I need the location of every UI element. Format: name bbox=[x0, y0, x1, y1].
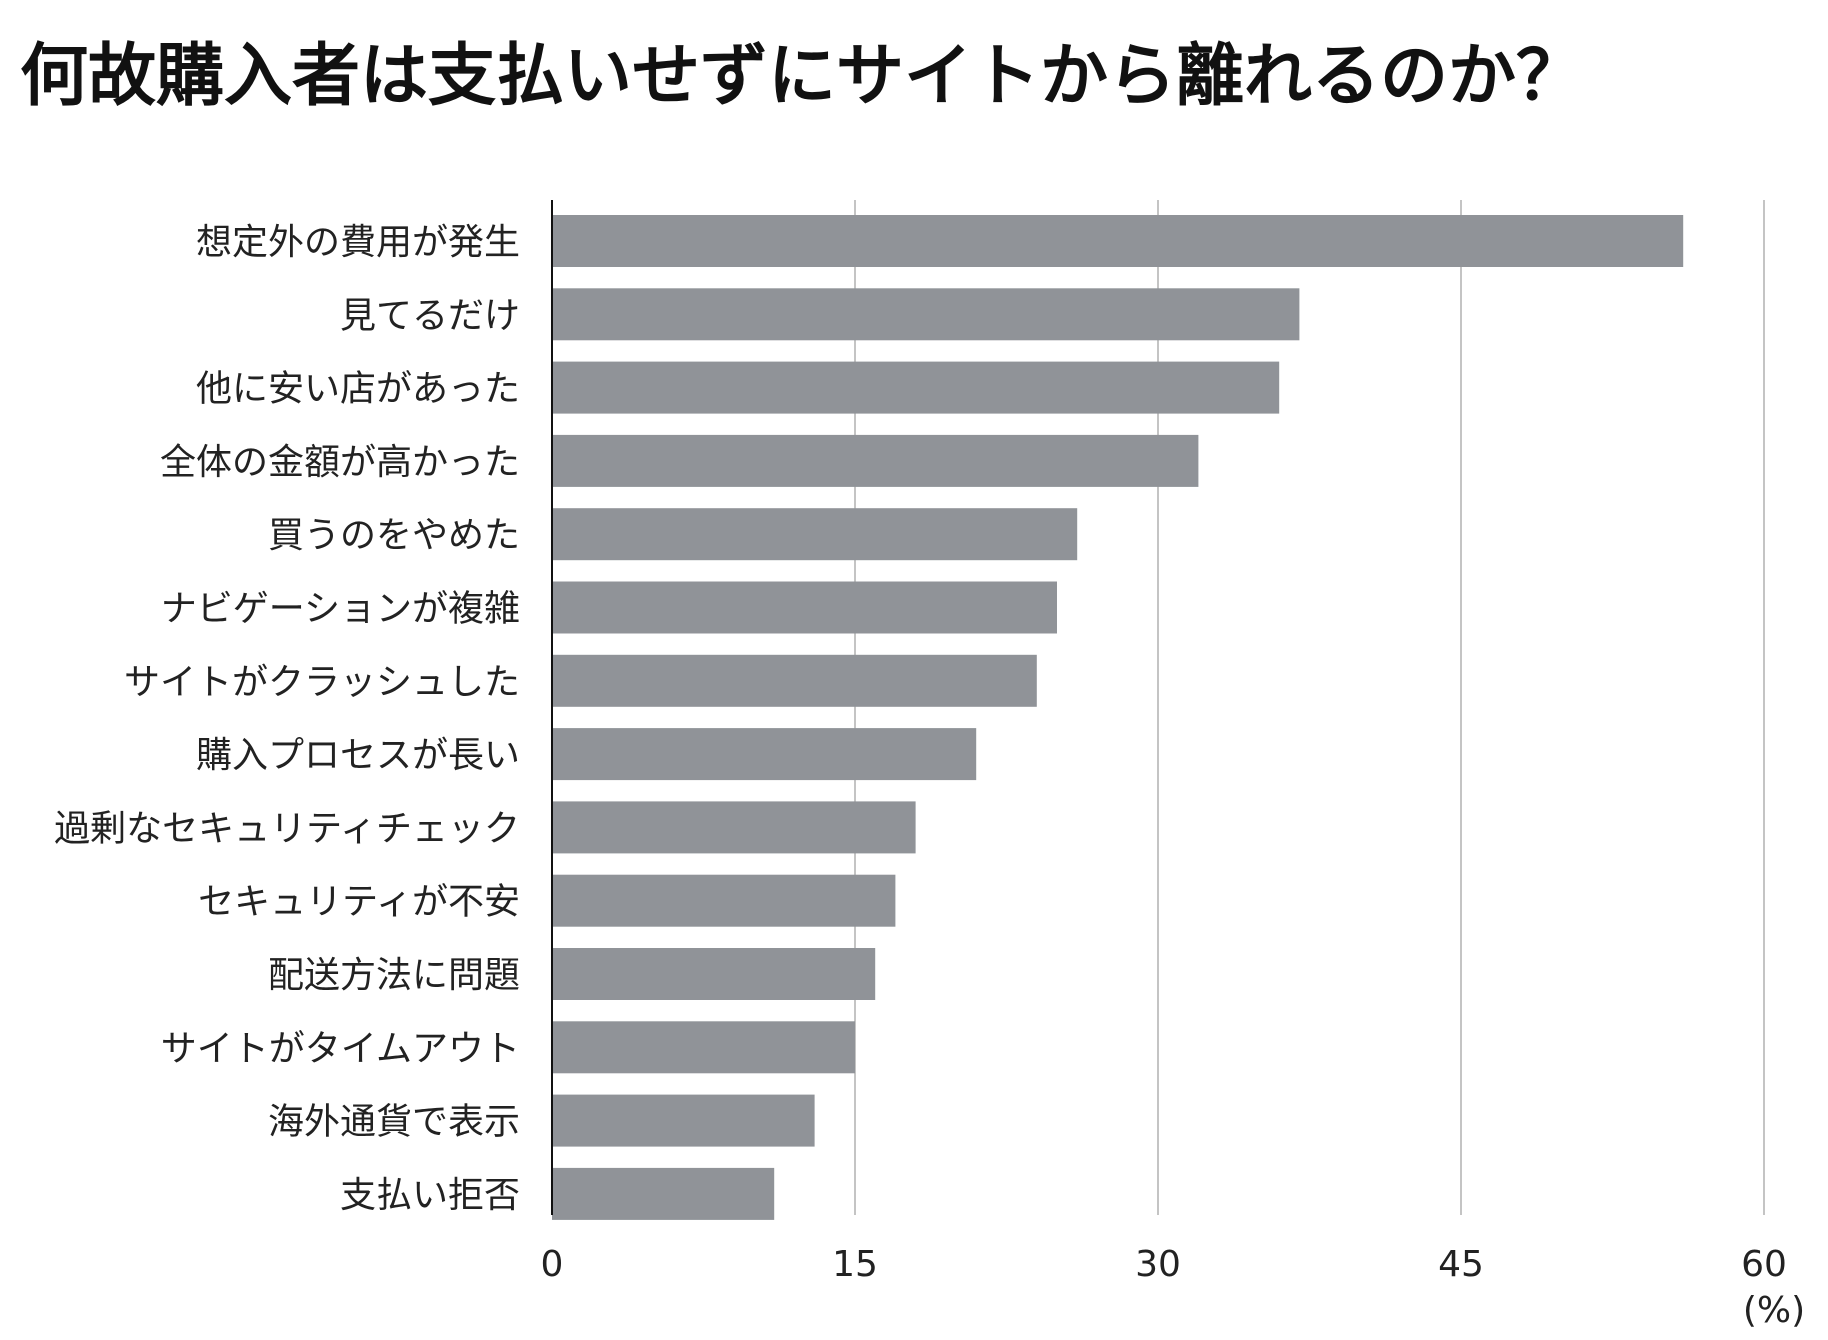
bar-8 bbox=[552, 801, 916, 854]
bar-3 bbox=[552, 434, 1199, 487]
category-label-5: ナビゲーションが複雑 bbox=[161, 589, 520, 630]
bar-7 bbox=[552, 728, 977, 781]
category-label-1: 見てるだけ bbox=[340, 295, 520, 336]
category-labels: 想定外の費用が発生見てるだけ他に安い店があった全体の金額が高かった買うのをやめた… bbox=[54, 222, 520, 1216]
category-label-0: 想定外の費用が発生 bbox=[196, 222, 520, 263]
bar-2 bbox=[552, 361, 1280, 414]
gridlines bbox=[854, 200, 1765, 1215]
category-label-7: 購入プロセスが長い bbox=[196, 735, 520, 776]
category-label-3: 全体の金額が高かった bbox=[160, 442, 520, 483]
bar-0 bbox=[552, 215, 1684, 267]
category-label-12: 海外通貨で表示 bbox=[268, 1102, 520, 1143]
bar-11 bbox=[552, 1021, 855, 1074]
x-tick-label-60: 60 bbox=[1741, 1244, 1787, 1285]
category-label-4: 買うのをやめた bbox=[268, 515, 520, 556]
category-label-8: 過剰なセキュリティチェック bbox=[54, 808, 520, 849]
bar-1 bbox=[552, 288, 1300, 341]
x-tick-label-30: 30 bbox=[1135, 1244, 1181, 1285]
x-tick-label-45: 45 bbox=[1438, 1244, 1484, 1285]
category-label-9: セキュリティが不安 bbox=[198, 882, 520, 923]
x-tick-labels: 0 15 30 45 60 bbox=[541, 1244, 1787, 1285]
chart-title: 何故購入者は支払いせずにサイトから離れるのか？ bbox=[20, 37, 1585, 116]
x-tick-label-15: 15 bbox=[832, 1244, 878, 1285]
x-tick-label-0: 0 bbox=[541, 1244, 564, 1285]
bar-6 bbox=[552, 654, 1037, 707]
category-label-13: 支払い拒否 bbox=[340, 1175, 520, 1216]
bar-4 bbox=[552, 508, 1078, 561]
category-label-10: 配送方法に問題 bbox=[268, 955, 520, 996]
bar-12 bbox=[552, 1094, 815, 1147]
x-unit-label: (%) bbox=[1743, 1290, 1805, 1331]
category-label-2: 他に安い店があった bbox=[196, 369, 520, 410]
bar-13 bbox=[552, 1167, 775, 1220]
category-label-6: サイトがクラッシュした bbox=[124, 662, 520, 703]
bar-10 bbox=[552, 948, 876, 1000]
category-label-11: サイトがタイムアウト bbox=[161, 1028, 520, 1069]
bar-5 bbox=[552, 581, 1057, 634]
bar-9 bbox=[552, 874, 896, 927]
bars bbox=[552, 215, 1684, 1220]
